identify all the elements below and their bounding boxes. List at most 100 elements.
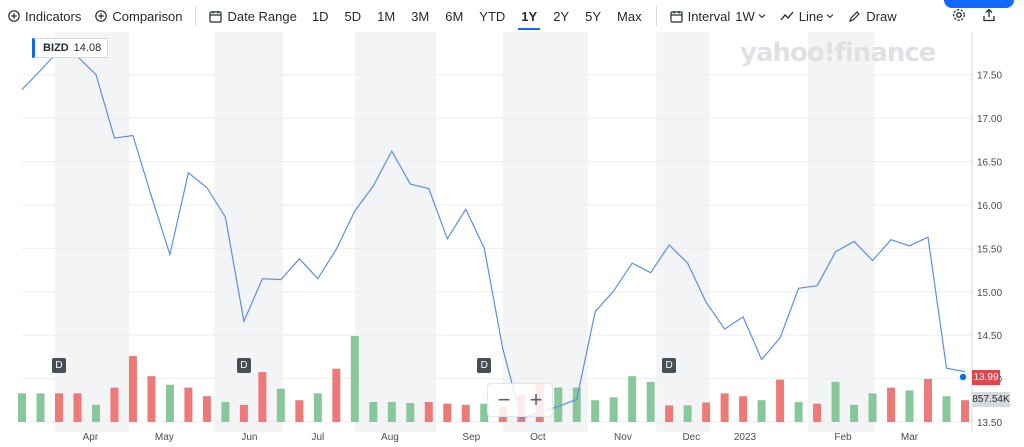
volume-bar[interactable] (702, 402, 711, 422)
zoom-controls: − + (487, 383, 553, 417)
volume-bar[interactable] (184, 387, 193, 422)
volume-bar[interactable] (739, 396, 748, 422)
draw-button[interactable]: Draw (841, 0, 903, 32)
x-tick-label: Dec (682, 432, 700, 443)
volume-bar[interactable] (350, 336, 359, 422)
volume-bar[interactable] (54, 393, 63, 422)
volume-bar[interactable] (147, 376, 156, 422)
range-5d-button[interactable]: 5D (344, 8, 362, 24)
dividend-marker[interactable]: D (477, 358, 492, 373)
volume-bar[interactable] (18, 393, 26, 422)
range-selector: 1D 5D 1M 3M 6M YTD 1Y 2Y 5Y Max (304, 0, 650, 32)
interval-dropdown[interactable]: Interval 1W (663, 0, 773, 32)
chart-type-dropdown[interactable]: Line (773, 0, 842, 32)
volume-bar[interactable] (720, 393, 729, 422)
range-max-button[interactable]: Max (617, 8, 642, 24)
x-tick-label: Mar (901, 432, 919, 443)
volume-bar[interactable] (369, 401, 378, 422)
volume-bar[interactable] (424, 401, 433, 422)
gear-icon[interactable] (952, 8, 966, 22)
range-1m-button[interactable]: 1M (377, 8, 396, 24)
indicators-button[interactable]: Indicators (0, 0, 88, 32)
dividend-marker[interactable]: D (51, 358, 66, 373)
zoom-in-button[interactable]: + (529, 387, 543, 412)
range-ytd-button[interactable]: YTD (479, 8, 506, 24)
volume-bar[interactable] (165, 384, 174, 422)
x-tick-label: May (155, 432, 174, 443)
volume-bar[interactable] (887, 387, 896, 422)
x-tick-label: 2023 (734, 432, 757, 443)
volume-bar[interactable] (128, 356, 137, 422)
last-volume-tag: 857.54K (972, 392, 1010, 407)
range-5y-button[interactable]: 5Y (585, 8, 602, 24)
date-range-label: Date Range (227, 8, 297, 24)
toolbar-divider (195, 6, 197, 26)
month-band (354, 32, 437, 432)
volume-bar[interactable] (239, 404, 248, 422)
volume-bar[interactable] (36, 393, 45, 422)
volume-bar[interactable] (221, 401, 230, 422)
range-6m-button[interactable]: 6M (445, 8, 464, 24)
chart-type-label: Line (798, 8, 824, 24)
volume-bar[interactable] (628, 376, 637, 422)
volume-bar[interactable] (905, 390, 914, 422)
volume-bar[interactable] (776, 379, 785, 422)
volume-bar[interactable] (683, 405, 692, 422)
comparison-button[interactable]: Comparison (88, 0, 189, 32)
x-tick-label: Feb (834, 432, 852, 443)
volume-bar[interactable] (480, 403, 489, 422)
volume-bar[interactable] (831, 381, 840, 422)
month-band (502, 32, 588, 432)
volume-bar[interactable] (554, 387, 563, 422)
volume-bar[interactable] (91, 404, 100, 422)
price-chart[interactable]: 17.5017.0016.5016.0015.5015.0014.5014.00… (0, 32, 1024, 447)
volume-bar[interactable] (572, 387, 581, 422)
volume-bar[interactable] (332, 368, 341, 422)
dividend-marker[interactable]: D (236, 358, 251, 373)
date-range-button[interactable]: Date Range (202, 0, 303, 32)
volume-bar[interactable] (609, 397, 618, 422)
price-series-line[interactable] (21, 49, 966, 420)
last-price-tag: 13.99 (972, 370, 1000, 385)
range-2y-button[interactable]: 2Y (553, 8, 570, 24)
volume-bar[interactable] (757, 400, 766, 422)
share-icon[interactable] (982, 8, 996, 22)
volume-bar[interactable] (591, 400, 600, 422)
volume-bar[interactable] (276, 388, 285, 422)
volume-bar[interactable] (794, 401, 803, 422)
volume-bar[interactable] (73, 393, 82, 422)
volume-bar[interactable] (202, 396, 211, 422)
volume-bar[interactable] (924, 379, 933, 422)
volume-bar[interactable] (665, 405, 674, 422)
volume-bar[interactable] (313, 393, 322, 422)
volume-bar[interactable] (295, 400, 304, 422)
volume-bar[interactable] (387, 401, 396, 422)
month-band (55, 32, 130, 432)
symbol-badge[interactable]: BIZD 14.08 (32, 38, 109, 58)
volume-bar[interactable] (868, 393, 877, 422)
x-tick-label: Sep (462, 432, 480, 443)
draw-label: Draw (866, 8, 897, 24)
volume-bar[interactable] (406, 403, 415, 422)
range-1d-button[interactable]: 1D (311, 8, 329, 24)
volume-bar[interactable] (443, 403, 452, 422)
line-chart-icon (780, 11, 794, 21)
volume-bar[interactable] (850, 404, 859, 422)
zoom-out-button[interactable]: − (497, 387, 511, 412)
volume-bar[interactable] (646, 381, 655, 422)
volume-bar[interactable] (461, 404, 470, 422)
volume-bar[interactable] (942, 396, 951, 422)
x-tick-label: Oct (530, 432, 546, 443)
full-screen-button[interactable] (944, 0, 1014, 8)
volume-bar[interactable] (961, 400, 969, 422)
range-1y-button[interactable]: 1Y (513, 0, 545, 32)
volume-bar[interactable] (813, 403, 822, 422)
range-3m-button[interactable]: 3M (411, 8, 430, 24)
chart-tools (952, 8, 996, 22)
chart-toolbar: Indicators Comparison Date Range 1D 5D 1M 3… (0, 0, 1024, 32)
badge-symbol: BIZD (43, 42, 69, 54)
dividend-marker[interactable]: D (662, 358, 677, 373)
chevron-down-icon (758, 14, 766, 19)
volume-bar[interactable] (258, 372, 267, 422)
volume-bar[interactable] (110, 387, 119, 422)
